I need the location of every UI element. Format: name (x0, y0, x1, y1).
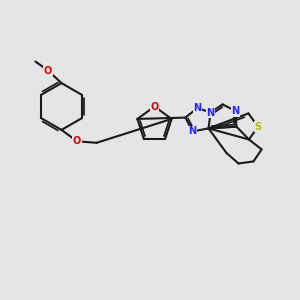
Text: N: N (193, 103, 202, 113)
Text: O: O (150, 101, 159, 112)
Text: N: N (188, 126, 197, 136)
Text: O: O (73, 136, 81, 146)
Text: N: N (206, 107, 215, 118)
Text: S: S (254, 122, 262, 132)
Text: O: O (44, 65, 52, 76)
Text: N: N (231, 106, 240, 116)
